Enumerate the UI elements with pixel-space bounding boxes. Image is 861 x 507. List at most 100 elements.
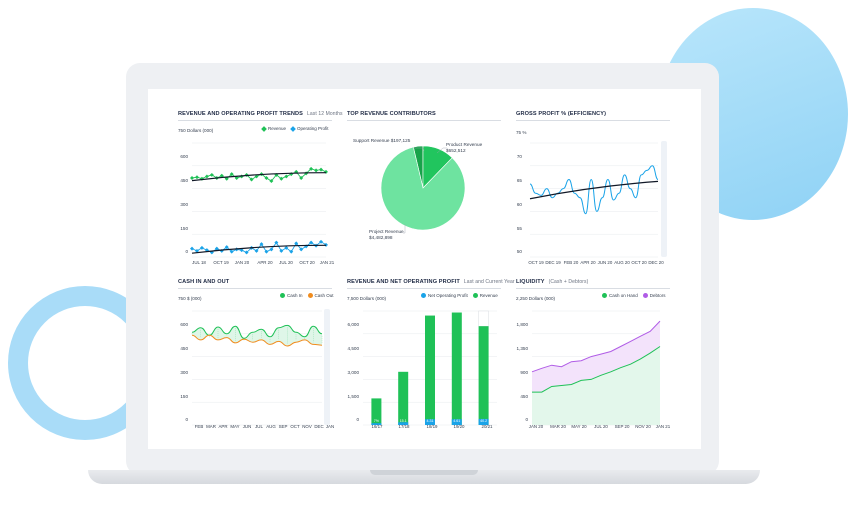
operating-profit-point [229,249,234,254]
operating-profit-point [259,242,264,247]
gross-profit-trendline [529,180,659,200]
y-tick: 6,000 [347,322,360,327]
cash-in-out-chart [191,310,323,426]
laptop-base [88,470,760,484]
chart-legend: Revenue Operating Profit [261,125,329,132]
bar-value-label: 4.61 [453,419,460,423]
panel-title: REVENUE AND NET OPERATING PROFIT Last and… [347,279,515,285]
operating-profit-point [199,245,204,250]
y-tick: 50 [516,249,522,254]
cash-band [192,325,322,346]
revenue-bar [478,326,489,425]
bar-value-label: 4.31 [427,419,434,423]
laptop-notch [370,470,478,475]
cash-in-out-panel: CASH IN AND OUT 750 $ (000) Cash In Cash… [178,279,335,429]
panel-subtitle: Last and Current Year [463,279,515,285]
y-tick: 900 [520,370,528,375]
x-tick: SEP [278,424,288,429]
operating-profit-point [319,239,324,244]
x-tick: 16/17 [371,424,383,429]
liquidity-chart [531,310,661,426]
legend-operating-profit: Operating Profit [290,125,329,132]
net-operating-profit-bar [398,422,409,425]
x-tick: MAR [206,424,216,429]
dashboard-screen: REVENUE AND OPERATING PROFIT TRENDS Last … [148,89,701,449]
bar-value-label: 7% [374,419,380,423]
revenue-point [190,175,194,180]
operating-profit-trendline [191,244,327,254]
revenue-bar [371,398,382,425]
title-divider [347,288,501,289]
y-tick: 600 [180,322,188,327]
y-tick: 0 [185,417,188,422]
x-tick: OCT [290,424,300,429]
revenue-point [209,172,214,177]
cash-in-line [191,324,323,339]
leader-product [436,147,447,154]
x-tick: FEB 20 [563,260,579,265]
x-tick: MAY [230,424,240,429]
pie-label-support: Support Revenue $197,125 [353,138,411,143]
revenue-bar [425,315,435,425]
pie-slice-project [380,146,466,231]
x-tick: APR 20 [580,260,596,265]
x-tick: OCT 19 [213,260,229,265]
title-divider [516,288,670,289]
y-tick: 0 [356,417,359,422]
bar-value-label: 15.1 [400,419,407,423]
x-tick: JUL 20 [279,260,293,265]
revenue-operating-profit-panel: REVENUE AND OPERATING PROFIT TRENDS Last … [178,111,343,265]
debtors-line [531,320,661,373]
revenue-trendline [191,172,327,182]
net-operating-profit-bar [451,419,462,425]
x-tick: OCT 19 [528,260,544,265]
x-tick: 19/20 [453,424,465,429]
legend-net-operating-profit: Net Operating Profit [421,293,468,298]
revenue-line [191,168,327,182]
y-tick: 3,000 [347,370,360,375]
net-operating-profit-bar [425,419,435,425]
cash-on-hand-line [532,346,661,393]
operating-profit-point [239,248,244,253]
revenue-point [284,174,289,179]
chart-scrollbar[interactable] [661,141,667,257]
title-divider [516,120,670,121]
x-tick: JAN [325,424,335,429]
y-tick: 4,500 [347,346,360,351]
y-tick: 450 [180,346,188,351]
pie-label-product: Product Revenue $652,512 [446,142,483,153]
debtors-area [532,321,660,393]
x-tick: DEC 20 [648,260,664,265]
x-tick: 18/19 [426,424,438,429]
revenue-point [279,176,284,181]
x-tick: 17/18 [398,424,410,429]
chart-legend: Cash on Hand Debtors [602,293,666,298]
operating-profit-point [214,246,219,251]
unit-label: 750 $ (000) [178,296,202,301]
y-tick: 1,350 [516,346,529,351]
unit-label: 750 Dollars (000) [178,128,214,133]
panel-title: GROSS PROFIT % (EFFICIENCY) [516,111,607,117]
revenue-point [264,175,269,180]
revenue-bar [451,312,462,425]
y-tick: 70 [516,154,522,159]
revenue-bar [398,371,409,425]
x-tick: JAN 21 [655,424,671,429]
x-tick: MAY 20 [571,424,587,429]
chart-legend: Net Operating Profit Revenue [421,293,498,298]
x-tick: JUL 20 [594,424,608,429]
x-tick: 20/21 [481,424,493,429]
x-tick: DEC 19 [545,260,561,265]
revenue-point [314,168,319,173]
x-tick: FEB [194,424,204,429]
panel-subtitle: (Cash + Debtors) [548,279,589,285]
net-operating-profit-bar [478,418,489,425]
unit-label: 75 % [516,130,527,135]
chart-scrollbar[interactable] [324,309,330,425]
revenue-point [319,167,324,172]
title-divider [347,120,501,121]
panel-subtitle: Last 12 Months [307,111,343,117]
legend-cash-out: Cash Out [307,293,334,298]
revenue-target-bar [478,310,489,327]
legend-revenue: Revenue [261,125,286,132]
